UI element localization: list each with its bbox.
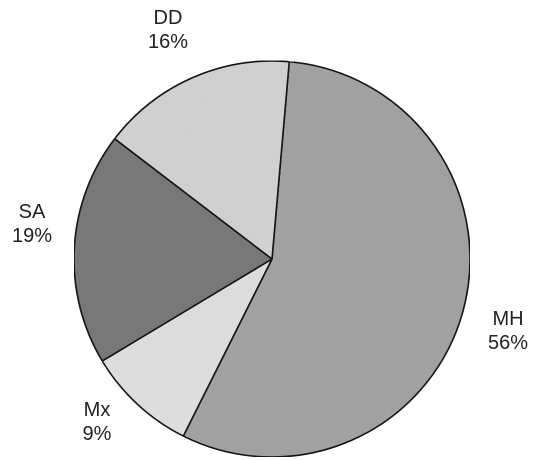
slice-label-mx: Mx 9% (83, 399, 112, 445)
slice-name-mx: Mx (84, 399, 111, 421)
pie-slice-sa (73, 137, 273, 362)
slice-name-sa: SA (19, 201, 46, 223)
slice-name-mh: MH (492, 308, 523, 330)
pie-slices (73, 60, 471, 458)
slice-name-dd: DD (154, 7, 183, 29)
pie-slice-dd (113, 60, 291, 260)
slice-percent-mx: 9% (83, 423, 112, 445)
slice-percent-mh: 56% (488, 332, 528, 354)
slice-label-dd: DD 16% (148, 7, 188, 53)
slice-percent-sa: 19% (12, 225, 52, 247)
slice-label-sa: SA 19% (12, 201, 52, 247)
pie-slice-mx (101, 258, 273, 437)
pie-labels: MH 56% Mx 9% SA 19% DD 16% (12, 7, 528, 445)
slice-label-mh: MH 56% (488, 308, 528, 354)
slice-percent-dd: 16% (148, 31, 188, 53)
pie-slice-mh (182, 60, 471, 458)
